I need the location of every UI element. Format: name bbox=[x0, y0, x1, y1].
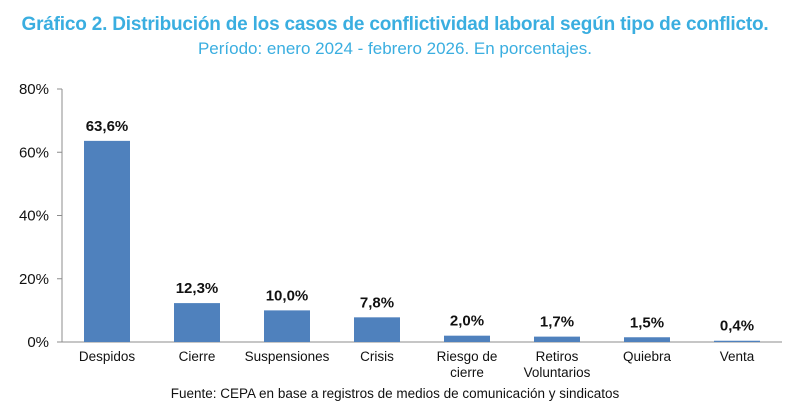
category-label-line: Venta bbox=[720, 349, 755, 364]
y-tick-label: 60% bbox=[19, 144, 49, 161]
category-label-line: Quiebra bbox=[623, 349, 672, 364]
bar bbox=[534, 336, 580, 342]
category-label: Retiros Voluntarios bbox=[524, 349, 591, 380]
category-label: Riesgo de cierre bbox=[437, 349, 498, 380]
category-label: Cierre bbox=[179, 349, 216, 364]
category-label-line: Cierre bbox=[179, 349, 216, 364]
y-tick-label: 20% bbox=[19, 271, 49, 288]
data-label: 10,0% bbox=[266, 287, 309, 304]
bar bbox=[444, 335, 490, 342]
category-label: Crisis bbox=[360, 349, 394, 364]
bar bbox=[714, 340, 760, 342]
category-label-line: Suspensiones bbox=[245, 349, 330, 364]
bar bbox=[174, 303, 220, 342]
category-label-line: Crisis bbox=[360, 349, 394, 364]
bar bbox=[264, 310, 310, 342]
y-tick-label: 80% bbox=[19, 81, 49, 98]
bar bbox=[84, 140, 130, 342]
category-label: Venta bbox=[720, 349, 755, 364]
category-label-line: Despidos bbox=[79, 349, 136, 364]
category-label-line: Riesgo de bbox=[437, 349, 498, 364]
y-tick-label: 0% bbox=[27, 334, 49, 351]
data-label: 1,7% bbox=[540, 314, 574, 331]
category-label: Quiebra bbox=[623, 349, 672, 364]
category-label-line: cierre bbox=[450, 365, 484, 380]
category-label: Suspensiones bbox=[245, 349, 330, 364]
data-label: 2,0% bbox=[450, 313, 484, 330]
category-label-line: Retiros bbox=[536, 349, 579, 364]
category-label: Despidos bbox=[79, 349, 136, 364]
bar bbox=[354, 317, 400, 342]
y-tick-label: 40% bbox=[19, 208, 49, 225]
chart-source: Fuente: CEPA en base a registros de medi… bbox=[170, 386, 620, 401]
chart-subtitle: Período: enero 2024 - febrero 2026. En p… bbox=[197, 39, 593, 58]
bar bbox=[624, 337, 670, 342]
category-label-line: Voluntarios bbox=[524, 365, 591, 380]
data-label: 12,3% bbox=[176, 280, 219, 297]
data-label: 7,8% bbox=[360, 294, 394, 311]
chart-title: Gráfico 2. Distribución de los casos de … bbox=[21, 14, 769, 35]
data-label: 0,4% bbox=[720, 318, 754, 335]
data-label: 1,5% bbox=[630, 314, 664, 331]
data-label: 63,6% bbox=[86, 118, 129, 135]
